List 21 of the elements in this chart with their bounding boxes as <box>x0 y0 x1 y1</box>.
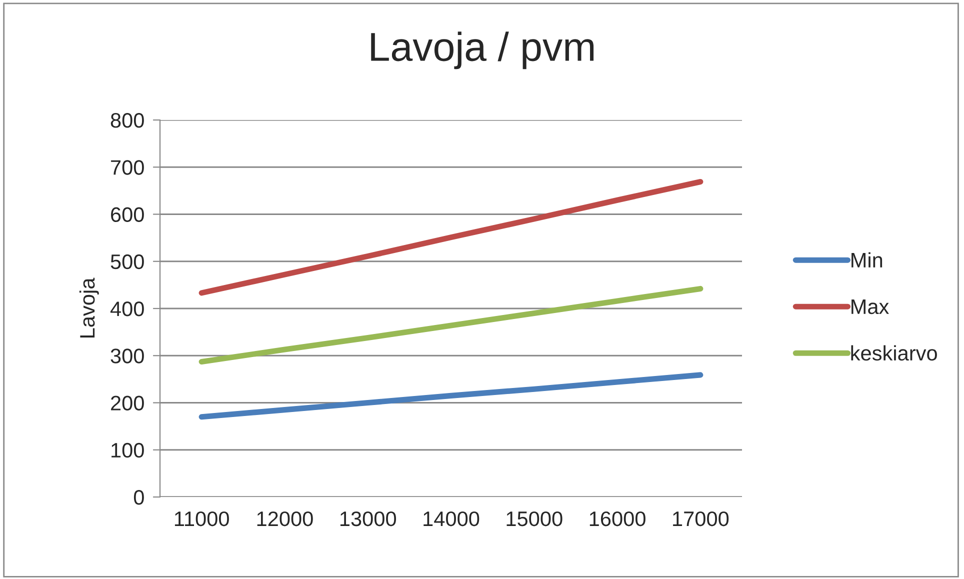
legend-label: Min <box>852 252 882 268</box>
y-tick-label: 200 <box>111 396 144 411</box>
y-tick-label: 300 <box>110 348 144 364</box>
legend-label: keskiarvo <box>851 345 937 361</box>
x-tick-label: 14000 <box>424 511 480 526</box>
x-tick-label: 13000 <box>340 511 396 526</box>
x-tick-label: 17000 <box>673 511 729 526</box>
y-tick-label: 700 <box>111 160 144 175</box>
x-tick-label: 16000 <box>590 511 646 526</box>
y-tick-label: 600 <box>111 207 144 222</box>
legend-label: Max <box>852 300 889 314</box>
y-tick-label: 400 <box>110 302 144 316</box>
chart-title: Lavoja / pvm <box>371 32 594 70</box>
y-tick-label: 800 <box>110 113 144 128</box>
y-tick-label: 0 <box>134 490 144 505</box>
x-tick-label: 12000 <box>257 511 313 526</box>
x-tick-label: 11000 <box>174 511 229 526</box>
y-axis-title: Lavoja <box>79 278 99 338</box>
x-tick-label: 15000 <box>506 511 562 526</box>
y-tick-label: 100 <box>112 442 144 458</box>
y-tick-label: 500 <box>110 254 144 270</box>
